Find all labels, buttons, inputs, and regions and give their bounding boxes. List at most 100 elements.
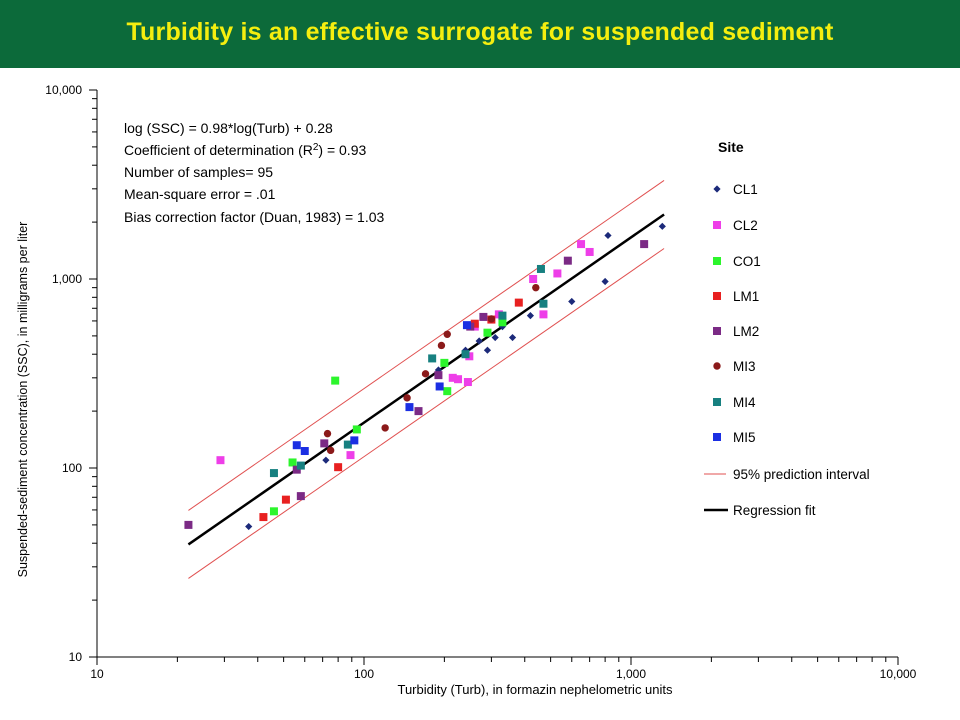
regression-line (187, 213, 665, 546)
legend-marker-co1 (713, 257, 721, 265)
legend-marker-cl1 (713, 185, 721, 193)
legend-label-mi4: MI4 (733, 395, 756, 410)
data-point-lm2 (640, 240, 649, 249)
annotation-line: Bias correction factor (Duan, 1983) = 1.… (124, 209, 385, 225)
data-point-cl1 (322, 456, 330, 464)
data-point-cl2 (454, 375, 463, 384)
legend-label-lm2: LM2 (733, 324, 759, 339)
data-point-mi5 (405, 403, 414, 412)
x-tick-label: 1,000 (616, 667, 646, 681)
annotation-line: log (SSC) = 0.98*log(Turb) + 0.28 (124, 120, 333, 136)
data-point-co1 (483, 328, 492, 337)
data-point-mi3 (421, 370, 430, 378)
data-point-mi4 (498, 311, 507, 320)
legend-marker-mi5 (713, 433, 721, 441)
y-tick-label: 1,000 (52, 272, 82, 286)
legend-label-co1: CO1 (733, 254, 761, 269)
y-tick-label: 10,000 (45, 83, 82, 97)
data-point-mi3 (532, 283, 540, 292)
data-point-mi3 (326, 446, 335, 455)
annotation-line: Coefficient of determination (R2) = 0.93 (124, 142, 366, 158)
legend-label-cl2: CL2 (733, 218, 758, 233)
data-point-co1 (288, 458, 297, 467)
data-point-cl1 (508, 333, 517, 342)
data-point-co1 (269, 507, 278, 516)
legend-marker-cl2 (713, 221, 721, 229)
data-point-cl2 (346, 451, 355, 460)
data-point-mi5 (435, 382, 444, 391)
x-axis-label: Turbidity (Turb), in formazin nephelomet… (397, 682, 673, 697)
data-point-cl1 (658, 222, 666, 230)
legend-label-lm1: LM1 (733, 289, 759, 304)
data-point-cl2 (529, 275, 538, 283)
data-point-cl1 (475, 337, 483, 345)
data-point-co1 (498, 318, 507, 327)
data-point-lm2 (434, 371, 443, 380)
data-point-mi4 (296, 461, 305, 470)
data-point-lm2 (320, 439, 329, 448)
legend-marker-lm2 (713, 327, 721, 335)
data-point-lm2 (296, 492, 305, 501)
annotation-line: Number of samples= 95 (124, 164, 273, 180)
legend-label-mi5: MI5 (733, 430, 756, 445)
x-tick-label: 100 (354, 667, 374, 681)
data-point-co1 (443, 387, 452, 396)
data-point-lm1 (334, 463, 343, 472)
scatter-chart: 10 100 1,000 10,000 10 100 1,000 10,000 Turbidit… (16, 83, 917, 697)
data-point-cl2 (539, 310, 548, 319)
data-point-cl1 (491, 333, 499, 342)
data-point-lm2 (414, 407, 423, 416)
legend-label-regression-fit: Regression fit (733, 503, 816, 518)
legend-title: Site (718, 139, 744, 155)
data-point-lm1 (281, 495, 290, 504)
annotation-line: Mean-square error = .01 (124, 186, 276, 202)
data-point-cl2 (216, 456, 225, 465)
data-point-lm1 (470, 319, 479, 328)
page-title: Turbidity is an effective surrogate for … (126, 18, 834, 46)
prediction-interval-upper (188, 180, 665, 511)
data-point-cl2 (577, 240, 586, 249)
y-tick-label: 100 (62, 461, 82, 475)
data-point-lm2 (292, 465, 301, 474)
legend-marker-lm1 (713, 292, 721, 300)
data-point-lm1 (259, 513, 268, 522)
data-point-mi4 (269, 469, 278, 478)
data-point-cl2 (585, 247, 594, 256)
data-point-mi3 (381, 424, 389, 432)
data-point-mi3 (487, 315, 496, 323)
data-point-mi4 (343, 440, 352, 449)
data-point-mi3 (403, 394, 411, 402)
data-point-cl1 (461, 346, 470, 354)
legend-label-cl1: CL1 (733, 182, 758, 197)
data-point-lm1 (514, 298, 523, 307)
prediction-interval-lower (188, 248, 665, 579)
x-tick-label: 10,000 (880, 667, 917, 681)
data-point-cl2 (553, 269, 562, 278)
data-point-lm2 (479, 312, 488, 321)
data-point-cl1 (526, 312, 535, 320)
data-point-co1 (440, 358, 449, 367)
data-point-lm2 (563, 256, 572, 265)
data-point-cl2 (463, 378, 472, 387)
legend-label-prediction-interval: 95% prediction interval (733, 467, 870, 482)
legend-label-mi3: MI3 (733, 359, 756, 374)
data-point-lm2 (184, 520, 193, 529)
data-point-cl1 (604, 231, 612, 240)
legend-marker-mi3 (713, 362, 721, 370)
data-point-cl1 (601, 277, 609, 286)
data-point-mi5 (350, 436, 359, 445)
data-point-mi3 (437, 341, 446, 350)
data-point-mi5 (462, 321, 471, 330)
data-point-cl2 (448, 373, 457, 382)
data-point-cl1 (245, 522, 253, 531)
y-axis-label: Suspended-sediment concentration (SSC), … (16, 222, 30, 578)
data-point-mi3 (443, 330, 451, 338)
data-point-cl1 (568, 297, 576, 306)
data-point-mi4 (536, 264, 545, 273)
data-point-co1 (331, 376, 340, 385)
data-point-mi4 (428, 354, 437, 363)
data-point-mi3 (323, 429, 332, 438)
data-point-mi4 (461, 350, 470, 359)
data-point-mi5 (292, 441, 301, 450)
data-point-cl1 (483, 346, 492, 354)
